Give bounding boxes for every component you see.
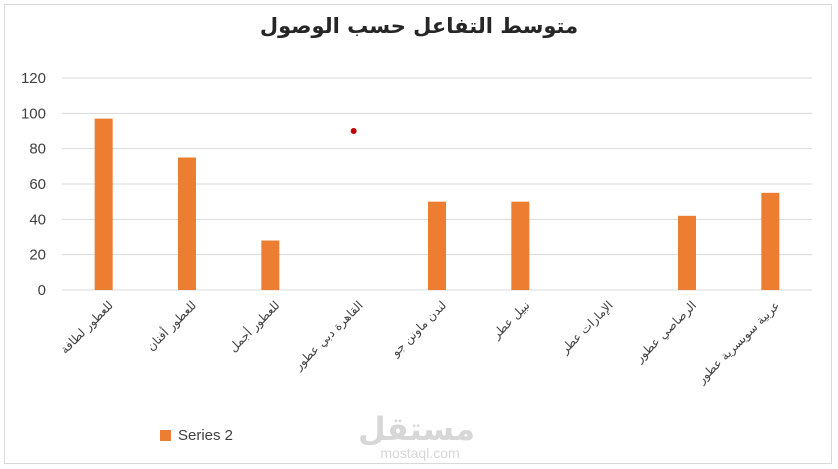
watermark-url: mostaql.com	[380, 445, 460, 461]
x-tick-label: الإمارات عطر	[557, 298, 616, 357]
y-tick-label: 20	[29, 247, 46, 264]
x-tick-label: للعطور لطافة	[58, 298, 117, 357]
legend-label: Series 2	[178, 427, 234, 444]
bar	[94, 118, 113, 290]
watermark: مستقل mostaql.com	[357, 410, 475, 461]
bar	[678, 215, 696, 290]
legend: Series 2	[160, 427, 233, 444]
watermark-logo: مستقل	[357, 410, 475, 448]
y-tick-label: 40	[29, 211, 46, 228]
y-tick-label: 100	[21, 105, 46, 122]
y-tick-label: 120	[21, 70, 46, 87]
bar	[178, 157, 196, 290]
chart-title: متوسط التفاعل حسب الوصول	[259, 14, 579, 38]
x-tick-label: للعطور أفنان	[143, 298, 200, 355]
bar	[511, 201, 530, 290]
bar	[761, 192, 780, 290]
y-tick-label: 0	[38, 282, 46, 299]
y-tick-label: 80	[29, 141, 46, 158]
x-tick-label: لندن ماونن جو	[388, 298, 450, 360]
x-tick-label: نبيل عطر	[489, 298, 534, 343]
bar	[261, 240, 280, 290]
legend-swatch	[160, 430, 171, 441]
data-point-marker	[350, 128, 357, 134]
bar	[428, 201, 446, 290]
x-tick-label: الرصاصي عطور	[632, 298, 700, 366]
x-tick-label: القاهرة دبي عطور	[291, 298, 367, 374]
x-tick-label: للعطور أجمل	[225, 298, 283, 356]
x-tick-label: عربية سويسرية عطور	[694, 298, 783, 387]
y-tick-label: 60	[29, 176, 46, 193]
